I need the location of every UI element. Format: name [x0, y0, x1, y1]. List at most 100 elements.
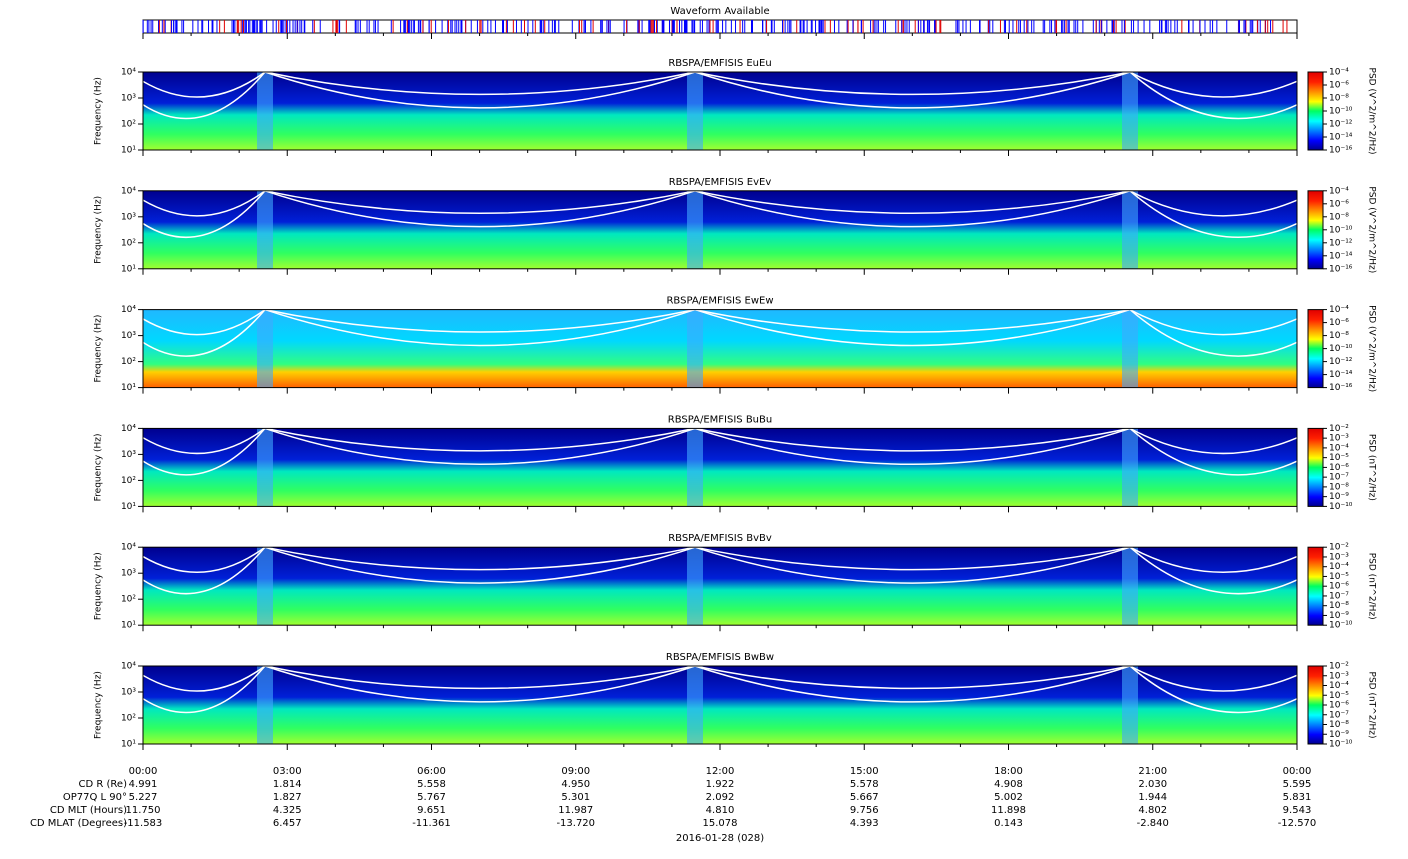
- ephemeris-value: 9.651: [417, 805, 446, 816]
- perigee-band: [1122, 547, 1138, 626]
- colorbar-tick-label: 10⁻⁶: [1329, 582, 1349, 592]
- perigee-band: [687, 547, 703, 626]
- colorbar-label: PSD (nT^2/Hz): [1367, 672, 1377, 739]
- y-tick-label: 10⁴: [121, 662, 136, 672]
- colorbar-tick-label: 10⁻⁹: [1329, 730, 1349, 740]
- cutoff-curve: [142, 71, 1298, 120]
- ephemeris-value: 11.898: [991, 805, 1026, 816]
- colorbar-tick-label: 10⁻⁸: [1329, 331, 1349, 341]
- ephemeris-label: CD R (Re): [79, 779, 128, 790]
- ephemeris-value: 4.393: [850, 818, 879, 829]
- cutoff-curve: [142, 546, 1298, 573]
- colorbar-tick-label: 10⁻⁶: [1329, 701, 1349, 711]
- colorbar-tick-label: 10⁻⁶: [1329, 81, 1349, 91]
- colorbar-tick-label: 10⁻¹⁰: [1329, 107, 1353, 117]
- y-tick-label: 10²: [121, 714, 136, 724]
- perigee-band: [687, 190, 703, 269]
- perigee-band: [1122, 428, 1138, 507]
- cutoff-curve: [142, 427, 1298, 476]
- y-tick-label: 10⁴: [121, 305, 136, 315]
- y-tick-label: 10²: [121, 120, 136, 130]
- colorbar-tick-label: 10⁻¹⁰: [1329, 502, 1353, 512]
- colorbar-tick-label: 10⁻¹⁰: [1329, 344, 1353, 354]
- cutoff-curve: [142, 190, 1298, 217]
- colorbar-tick-label: 10⁻¹⁴: [1329, 251, 1353, 261]
- cutoff-curve: [142, 308, 1298, 336]
- ephemeris-value: 5.667: [850, 792, 879, 803]
- ephemeris-value: -13.720: [556, 818, 595, 829]
- colorbar-label: PSD (nT^2/Hz): [1367, 553, 1377, 620]
- colorbar-tick-label: 10⁻⁸: [1329, 94, 1349, 104]
- colorbar-tick-label: 10⁻¹⁰: [1329, 225, 1353, 235]
- y-tick-label: 10⁴: [121, 424, 136, 434]
- availability-title: Waveform Available: [670, 6, 769, 17]
- ephemeris-value: 4.802: [1138, 805, 1167, 816]
- ephemeris-value: 5.227: [129, 792, 158, 803]
- panel-title: RBSPA/EMFISIS EwEw: [666, 296, 773, 307]
- ephemeris-value: -2.840: [1137, 818, 1169, 829]
- y-tick-label: 10³: [121, 569, 136, 579]
- colorbar-label: PSD (V^2/m^2/Hz): [1367, 305, 1377, 392]
- ephemeris-value: -12.570: [1278, 818, 1317, 829]
- ephemeris-value: 5.301: [561, 792, 590, 803]
- x-tick-label: 21:00: [1138, 766, 1167, 777]
- colorbar-tick-label: 10⁻¹⁶: [1329, 146, 1353, 156]
- colorbar-tick-label: 10⁻³: [1329, 671, 1349, 681]
- perigee-band: [257, 72, 273, 150]
- colorbar-label: PSD (V^2/m^2/Hz): [1367, 186, 1377, 273]
- y-tick-label: 10³: [121, 94, 136, 104]
- colorbar-tick-label: 10⁻⁵: [1329, 572, 1349, 582]
- panel-title: RBSPA/EMFISIS BwBw: [666, 652, 774, 663]
- colorbar-tick-label: 10⁻⁴: [1329, 186, 1349, 196]
- perigee-band: [257, 666, 273, 744]
- ephemeris-value: 4.991: [129, 779, 158, 790]
- colorbar-tick-label: 10⁻²: [1329, 424, 1349, 434]
- colorbar-tick-label: 10⁻¹⁴: [1329, 370, 1353, 380]
- ephemeris-value: -11.361: [412, 818, 451, 829]
- colorbar-tick-label: 10⁻¹²: [1329, 238, 1353, 248]
- panel-title: RBSPA/EMFISIS EvEv: [669, 177, 772, 188]
- ephemeris-value: 1.814: [273, 779, 302, 790]
- y-tick-label: 10²: [121, 357, 136, 367]
- colorbar-tick-label: 10⁻⁴: [1329, 681, 1349, 691]
- y-tick-label: 10¹: [121, 621, 136, 631]
- x-tick-label: 15:00: [850, 766, 879, 777]
- x-tick-label: 12:00: [706, 766, 735, 777]
- cutoff-curve: [142, 546, 1298, 595]
- ephemeris-value: 11.750: [126, 805, 161, 816]
- perigee-band: [687, 309, 703, 388]
- cutoff-curve: [142, 665, 1298, 714]
- colorbar-tick-label: 10⁻⁹: [1329, 492, 1349, 502]
- colorbar: [1307, 427, 1324, 507]
- ephemeris-value: 1.944: [1138, 792, 1167, 803]
- panel-title: RBSPA/EMFISIS BuBu: [668, 414, 772, 425]
- cutoff-curve: [142, 190, 1298, 239]
- perigee-band: [687, 428, 703, 507]
- colorbar-tick-label: 10⁻⁸: [1329, 212, 1349, 222]
- colorbar: [1307, 71, 1324, 151]
- colorbar-label: PSD (V^2/m^2/Hz): [1367, 68, 1377, 155]
- x-tick-label: 03:00: [273, 766, 302, 777]
- y-axis-label: Frequency (Hz): [94, 77, 104, 145]
- colorbar-tick-label: 10⁻¹⁰: [1329, 621, 1353, 631]
- ephemeris-value: 0.143: [994, 818, 1023, 829]
- y-axis-label: Frequency (Hz): [94, 315, 104, 383]
- colorbar-tick-label: 10⁻⁶: [1329, 463, 1349, 473]
- ephemeris-value: 9.756: [850, 805, 879, 816]
- y-axis-label: Frequency (Hz): [94, 433, 104, 501]
- perigee-band: [1122, 666, 1138, 744]
- ephemeris-value: 4.908: [994, 779, 1023, 790]
- ephemeris-value: 1.922: [706, 779, 735, 790]
- ephemeris-value: 4.325: [273, 805, 302, 816]
- cutoff-curve: [142, 427, 1298, 455]
- x-tick-label: 00:00: [129, 766, 158, 777]
- y-tick-label: 10¹: [121, 740, 136, 750]
- ephemeris-value: 5.558: [417, 779, 446, 790]
- ephemeris-value: 2.092: [706, 792, 735, 803]
- ephemeris-value: 5.595: [1283, 779, 1312, 790]
- colorbar-tick-label: 10⁻¹⁶: [1329, 383, 1353, 393]
- perigee-band: [687, 666, 703, 744]
- colorbar: [1307, 546, 1324, 626]
- perigee-band: [257, 190, 273, 269]
- ephemeris-value: 1.827: [273, 792, 302, 803]
